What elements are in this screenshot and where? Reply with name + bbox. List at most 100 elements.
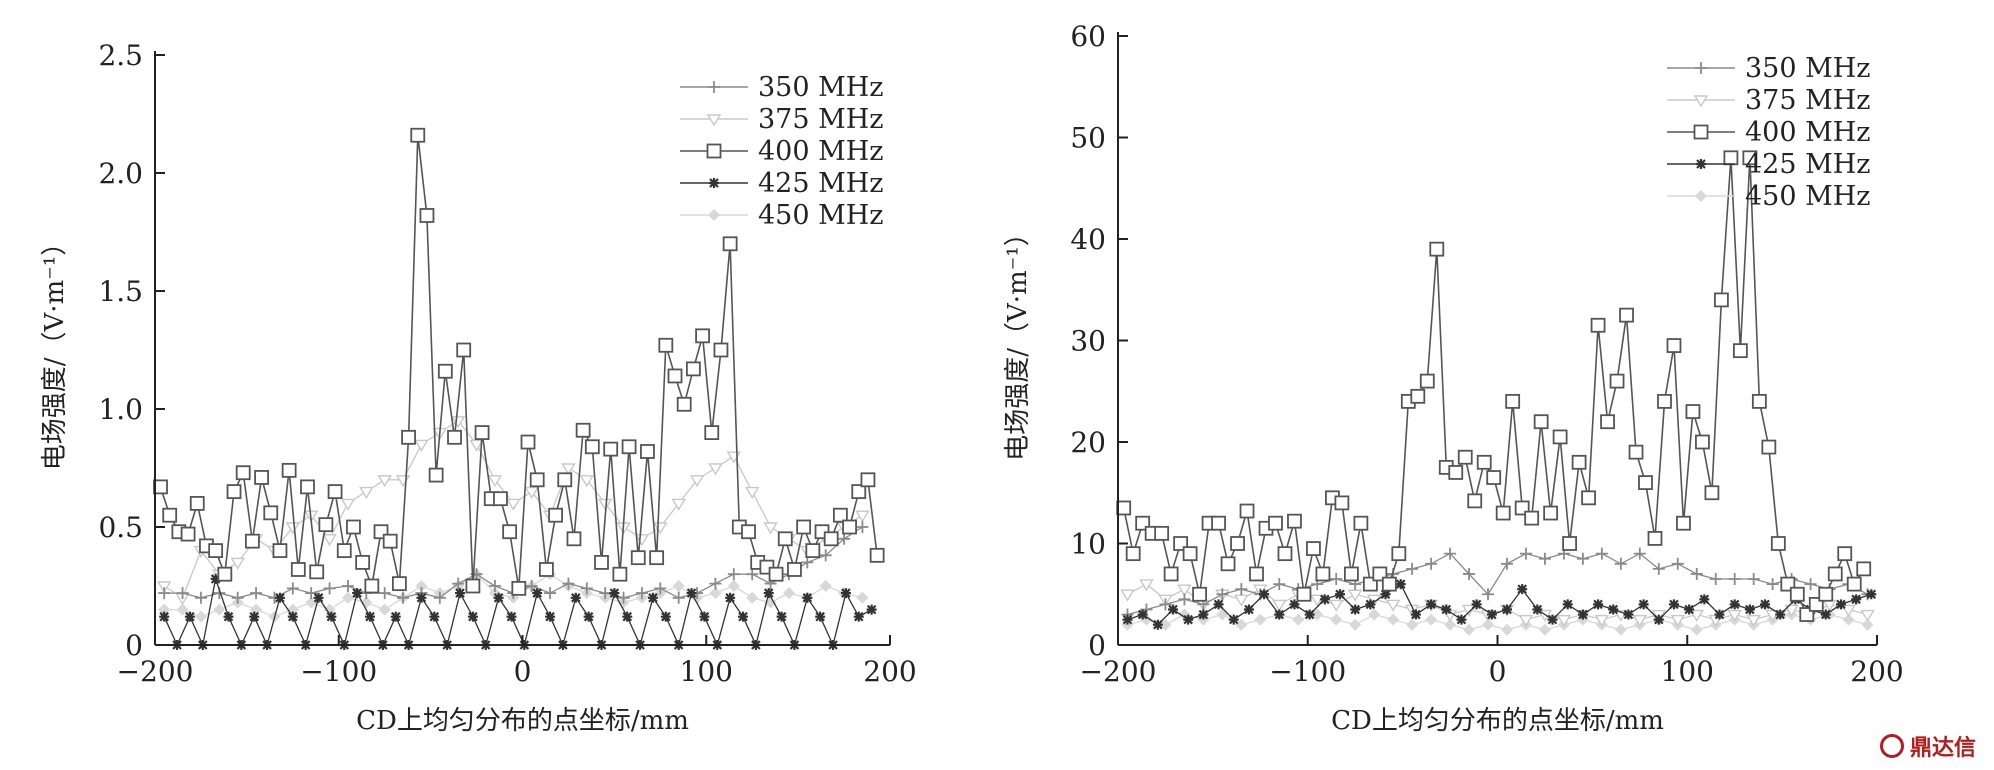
- y-tick-label: 30: [1070, 325, 1106, 358]
- data-point: [391, 576, 407, 592]
- data-point: [1818, 586, 1834, 602]
- data-point: [1593, 599, 1604, 610]
- data-point: [649, 550, 665, 566]
- data-point: [1159, 618, 1172, 631]
- x-tick-label: 200: [1850, 655, 1903, 688]
- data-point: [869, 547, 885, 563]
- data-point: [208, 543, 224, 558]
- data-point: [250, 603, 263, 616]
- data-point: [254, 470, 269, 485]
- y-tick-label: 50: [1070, 122, 1106, 155]
- data-point: [709, 587, 722, 600]
- data-point: [851, 484, 867, 500]
- data-point: [741, 524, 756, 540]
- data-point: [1538, 623, 1551, 636]
- data-point: [1835, 599, 1846, 610]
- data-point: [796, 519, 812, 535]
- data-point: [1486, 470, 1502, 485]
- data-point: [313, 592, 324, 603]
- y-tick-label: 2.5: [98, 39, 143, 72]
- legend-marker: [709, 178, 719, 188]
- legend-marker: [1695, 190, 1707, 202]
- data-point: [1198, 609, 1209, 620]
- x-tick-label: 100: [1661, 655, 1714, 688]
- data-point: [364, 578, 380, 594]
- legend-item: 350 MHz: [1667, 53, 1871, 84]
- data-point: [322, 534, 337, 547]
- data-point: [1775, 609, 1786, 620]
- data-point: [1851, 594, 1862, 605]
- data-point: [1410, 388, 1426, 404]
- data-point: [561, 463, 576, 476]
- data-point: [686, 588, 697, 599]
- data-point: [1350, 604, 1361, 615]
- legend-item: 425 MHz: [680, 168, 884, 199]
- data-point: [300, 479, 315, 495]
- x-axis-label: CD上均匀分布的点坐标/mm: [1331, 706, 1664, 736]
- data-point: [419, 208, 435, 223]
- data-point: [1476, 454, 1492, 470]
- data-point: [1220, 556, 1236, 572]
- data-point: [506, 611, 517, 622]
- data-point: [305, 587, 318, 600]
- y-tick-label: 10: [1070, 528, 1106, 561]
- data-point: [231, 591, 244, 604]
- data-point: [1789, 586, 1805, 602]
- data-point: [689, 475, 705, 488]
- data-point: [787, 562, 802, 577]
- x-tick-label: 100: [680, 655, 733, 688]
- data-point: [1463, 623, 1476, 636]
- data-point: [352, 588, 363, 599]
- legend-marker: [706, 114, 722, 127]
- data-point: [860, 472, 876, 488]
- data-point: [621, 439, 637, 455]
- data-point: [658, 337, 674, 353]
- data-point: [1243, 604, 1254, 615]
- data-point: [1547, 614, 1558, 625]
- data-point: [1690, 623, 1703, 636]
- data-point: [763, 522, 778, 535]
- data-point: [1533, 414, 1549, 430]
- data-point: [1277, 546, 1293, 562]
- y-tick-label: 1.0: [98, 393, 143, 426]
- data-point: [1846, 576, 1862, 592]
- data-point: [1628, 444, 1644, 460]
- data-point: [1709, 573, 1722, 586]
- data-point: [538, 562, 554, 577]
- data-point: [1228, 614, 1239, 625]
- data-point: [1426, 599, 1437, 610]
- data-point: [1562, 599, 1573, 610]
- data-point: [1784, 604, 1799, 617]
- data-point: [1842, 613, 1855, 626]
- data-point: [1614, 557, 1627, 570]
- data-point: [377, 475, 392, 488]
- data-point: [309, 564, 325, 580]
- data-point: [544, 587, 557, 600]
- data-point: [838, 532, 851, 545]
- data-point: [158, 587, 171, 600]
- data-point: [548, 507, 563, 523]
- data-point: [1619, 307, 1634, 323]
- data-point: [493, 491, 508, 507]
- data-point: [599, 587, 612, 600]
- data-point: [525, 580, 538, 592]
- data-point: [450, 416, 466, 429]
- data-point: [447, 429, 462, 445]
- data-point: [676, 396, 692, 412]
- data-point: [230, 557, 245, 570]
- data-point: [1330, 613, 1343, 626]
- data-point: [1315, 566, 1331, 582]
- series-line: [1127, 552, 1868, 616]
- watermark-logo-icon: [1879, 734, 1904, 758]
- data-point: [1122, 614, 1133, 625]
- data-point: [1581, 490, 1596, 506]
- data-point: [1120, 589, 1135, 602]
- data-point: [1695, 434, 1710, 450]
- data-point: [671, 498, 686, 511]
- data-point: [162, 507, 178, 523]
- data-point: [647, 592, 658, 603]
- legend-item: 400 MHz: [680, 136, 884, 167]
- data-point: [709, 577, 722, 590]
- data-point: [630, 550, 646, 566]
- data-point: [1729, 599, 1740, 610]
